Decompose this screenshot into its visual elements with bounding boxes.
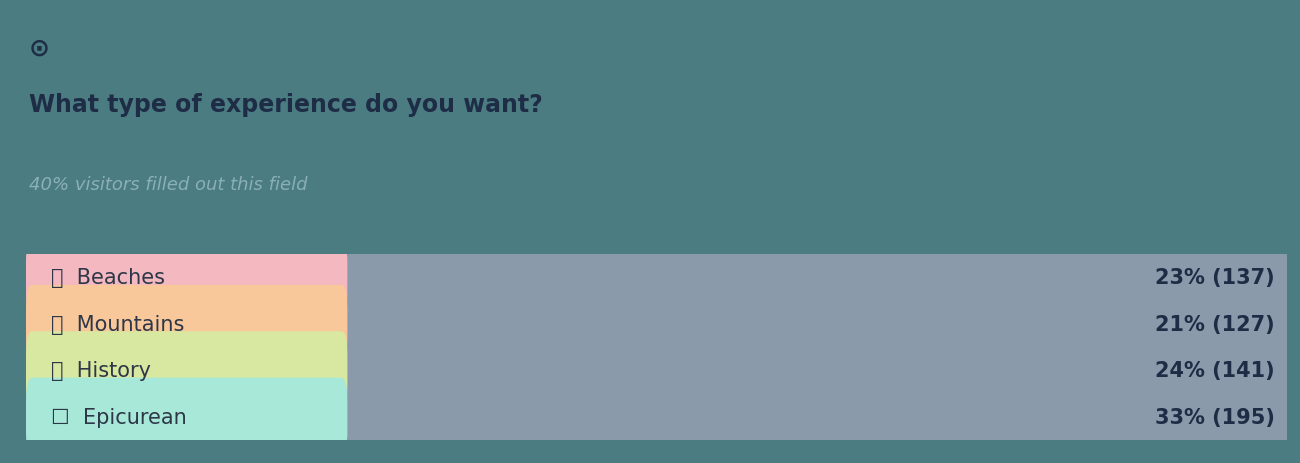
FancyBboxPatch shape [26,378,347,456]
Text: ☐  Epicurean: ☐ Epicurean [51,407,187,427]
Text: 21% (127): 21% (127) [1154,314,1274,334]
FancyBboxPatch shape [347,378,1294,456]
Text: 🏖️  Beaches: 🏖️ Beaches [51,268,165,288]
Text: 24% (141): 24% (141) [1154,360,1274,381]
Text: What type of experience do you want?: What type of experience do you want? [29,93,542,117]
FancyBboxPatch shape [347,239,1294,317]
Text: ⛰️  Mountains: ⛰️ Mountains [51,314,185,334]
FancyBboxPatch shape [26,332,347,409]
FancyBboxPatch shape [347,332,1294,409]
FancyBboxPatch shape [347,285,1294,363]
Text: 40% visitors filled out this field: 40% visitors filled out this field [29,176,307,194]
FancyBboxPatch shape [26,239,347,317]
Text: 23% (137): 23% (137) [1154,268,1274,288]
FancyBboxPatch shape [26,285,347,363]
Text: 🗼  History: 🗼 History [51,360,151,381]
Text: 33% (195): 33% (195) [1154,407,1274,427]
Text: ⊙: ⊙ [29,37,49,61]
